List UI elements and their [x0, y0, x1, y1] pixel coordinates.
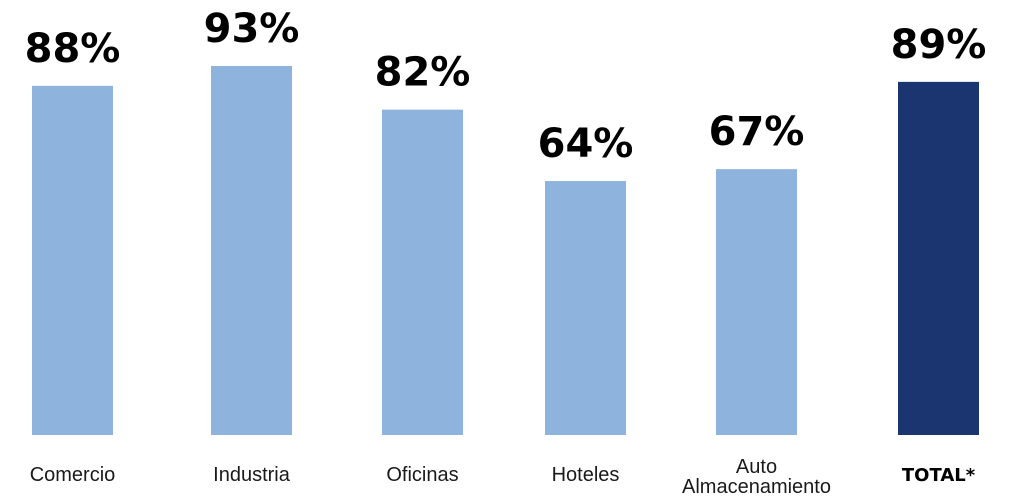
- bar-3: [545, 181, 626, 435]
- category-labels-group: Comercio Industria Oficinas Hoteles Auto Alma…: [30, 456, 976, 498]
- bar-5: [898, 81, 979, 435]
- bar-2: [382, 109, 463, 435]
- category-label-2: Oficinas: [386, 464, 458, 486]
- bar-1: [211, 66, 292, 435]
- category-label-4: Auto Almacenamiento: [682, 456, 831, 498]
- category-label-1: Industria: [213, 464, 291, 486]
- value-label-4: 67%: [709, 109, 805, 155]
- bar-4: [716, 169, 797, 435]
- value-label-2: 82%: [375, 50, 471, 96]
- value-label-3: 64%: [538, 121, 634, 167]
- value-labels-group: 88% 93% 82% 64% 67% 89%: [25, 6, 987, 167]
- category-label-5: TOTAL*: [902, 465, 976, 486]
- value-label-1: 93%: [204, 6, 300, 52]
- value-label-5: 89%: [891, 22, 987, 68]
- category-label-3: Hoteles: [552, 464, 620, 486]
- bars-group: [32, 66, 979, 435]
- value-label-0: 88%: [25, 26, 121, 72]
- bar-0: [32, 85, 113, 435]
- category-label-0: Comercio: [30, 464, 116, 486]
